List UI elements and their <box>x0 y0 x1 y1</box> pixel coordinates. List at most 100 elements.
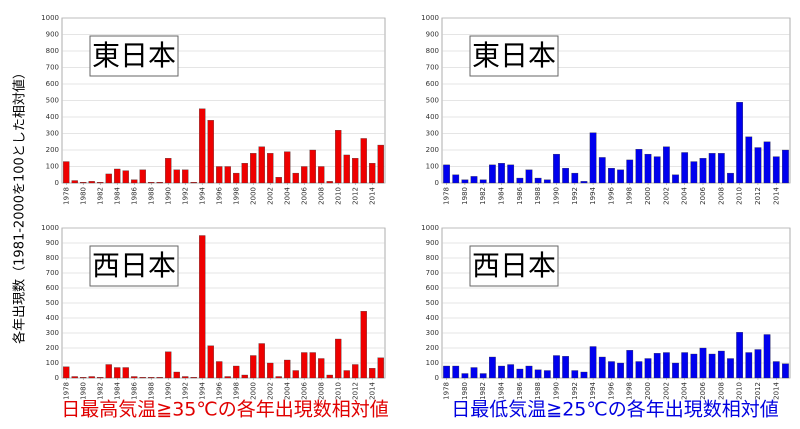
bar <box>190 182 197 184</box>
y-tick-label: 600 <box>426 284 439 292</box>
x-tick-label: 1996 <box>215 381 223 399</box>
bar <box>88 181 95 184</box>
bar <box>284 151 291 184</box>
x-tick-label: 2008 <box>317 382 325 400</box>
bar <box>71 376 78 379</box>
bar <box>553 153 560 184</box>
bar <box>516 368 524 379</box>
bar <box>258 146 265 184</box>
bar <box>182 169 189 184</box>
bar <box>360 311 367 379</box>
x-tick-label: 1990 <box>164 187 172 205</box>
bar <box>543 370 551 379</box>
bar <box>352 158 359 184</box>
bar <box>352 364 359 379</box>
bar <box>635 149 643 184</box>
bar <box>571 172 579 184</box>
bar <box>663 146 670 184</box>
bar <box>131 179 138 184</box>
y-tick-label: 200 <box>426 344 439 352</box>
bar <box>105 173 112 184</box>
bar <box>653 353 661 379</box>
bar <box>461 373 469 379</box>
bar <box>148 377 155 379</box>
bar <box>139 377 146 379</box>
y-tick-label: 0 <box>435 374 439 382</box>
bar <box>717 350 725 379</box>
bar <box>644 153 652 184</box>
y-tick-label: 500 <box>46 299 59 307</box>
y-tick-label: 1000 <box>41 224 59 232</box>
y-tick-label: 900 <box>46 31 59 39</box>
y-tick-label: 500 <box>426 299 439 307</box>
bar <box>489 356 496 379</box>
bar <box>598 157 606 184</box>
bar <box>326 374 333 379</box>
x-tick-label: 2004 <box>681 186 689 204</box>
x-tick-label: 2010 <box>736 382 744 400</box>
bar <box>699 347 707 379</box>
bar <box>727 172 734 184</box>
bar <box>672 174 679 184</box>
bar <box>114 168 121 184</box>
bar <box>224 376 231 379</box>
bar <box>80 377 87 379</box>
y-axis-label: 各年出現数（1981-2000を100とした相対値） <box>12 66 28 344</box>
x-tick-label: 1982 <box>479 382 487 400</box>
bar <box>207 120 214 184</box>
bar <box>165 351 172 379</box>
y-tick-label: 100 <box>426 163 439 171</box>
bar <box>224 166 231 184</box>
bar <box>233 365 240 379</box>
bar <box>369 163 376 184</box>
y-tick-label: 700 <box>46 64 59 72</box>
bar <box>589 132 597 184</box>
x-tick-label: 1984 <box>113 381 121 399</box>
bar <box>690 161 698 184</box>
bar <box>343 154 350 184</box>
bar <box>182 376 189 379</box>
bar <box>452 174 460 184</box>
bar <box>301 352 308 379</box>
y-tick-label: 700 <box>426 64 439 72</box>
x-tick-label: 1982 <box>96 187 104 205</box>
x-tick-label: 2002 <box>266 382 274 400</box>
bar <box>754 349 762 379</box>
bar <box>309 149 316 184</box>
bar <box>782 149 789 184</box>
x-tick-label: 2008 <box>317 187 325 205</box>
x-tick-label: 1992 <box>181 382 189 400</box>
bar <box>708 153 716 184</box>
bar <box>326 181 333 184</box>
bar <box>216 166 223 184</box>
x-tick-label: 2014 <box>368 381 376 399</box>
bar <box>653 156 661 184</box>
bar <box>543 179 551 184</box>
bar <box>443 365 450 379</box>
bar <box>360 138 367 184</box>
bar <box>173 371 180 379</box>
bar <box>63 366 70 379</box>
bar <box>216 361 223 379</box>
label-box <box>469 35 559 77</box>
bar <box>301 166 308 184</box>
x-tick-label: 1980 <box>79 382 87 400</box>
y-tick-label: 500 <box>426 97 439 105</box>
bar <box>635 361 643 379</box>
bar <box>745 352 753 379</box>
x-tick-label: 1988 <box>147 187 155 205</box>
bar <box>589 346 597 379</box>
bar <box>309 352 316 379</box>
x-tick-label: 1988 <box>534 187 542 205</box>
bar <box>626 350 634 379</box>
bar <box>681 152 689 184</box>
x-tick-label: 1978 <box>443 382 451 400</box>
x-tick-label: 1998 <box>626 187 634 205</box>
y-tick-label: 0 <box>55 179 59 187</box>
y-tick-label: 200 <box>426 146 439 154</box>
x-tick-label: 1992 <box>571 187 579 205</box>
bar <box>292 370 299 379</box>
bar <box>681 352 689 379</box>
x-tick-label: 2014 <box>772 381 780 399</box>
bar <box>553 355 560 379</box>
